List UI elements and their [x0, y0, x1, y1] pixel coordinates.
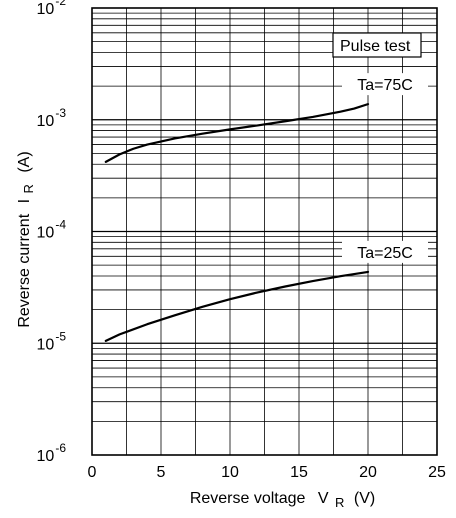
series-label-ta-75c: Ta=75C	[357, 77, 413, 94]
y-tick-base: 10	[37, 1, 55, 18]
y-tick-exponent: -2	[55, 0, 66, 8]
annotation-text: Pulse test	[340, 38, 411, 55]
series-line-ta-75c	[104, 103, 370, 163]
pulse-test-annotation: Pulse test	[332, 32, 422, 58]
x-axis-label-text: Reverse voltage	[190, 490, 306, 507]
y-tick-exponent: -3	[55, 106, 66, 120]
y-tick-base: 10	[37, 113, 55, 130]
y-tick-label: 10-6	[37, 441, 67, 465]
y-axis-subscript: R	[21, 184, 36, 193]
y-tick-base: 10	[37, 336, 55, 353]
x-tick-label: 25	[428, 464, 446, 481]
y-axis-label-text: Reverse current	[16, 213, 33, 327]
y-tick-exponent: -4	[55, 218, 66, 232]
series-line-ta-25c	[104, 270, 370, 342]
x-tick-label: 5	[157, 464, 166, 481]
y-tick-label: 10-3	[37, 106, 67, 130]
y-tick-label: 10-4	[37, 218, 67, 242]
x-axis-symbol: V	[318, 490, 329, 507]
y-axis-symbol: I	[16, 199, 33, 203]
series-label-ta-25c: Ta=25C	[357, 245, 413, 262]
x-axis-subscript: R	[335, 495, 344, 510]
series-layer	[104, 103, 370, 342]
series-label-bg-ta-75c	[342, 73, 428, 96]
series-labels: Ta=75C Ta=25C	[342, 73, 428, 263]
y-tick-exponent: -5	[55, 329, 66, 343]
x-axis-unit: (V)	[354, 490, 375, 507]
y-tick-label: 10-5	[37, 329, 67, 353]
x-tick-label: 20	[359, 464, 377, 481]
x-tick-label: 0	[88, 464, 97, 481]
y-tick-labels: 10-610-510-410-310-2	[37, 0, 67, 465]
series-label-bg-ta-25c	[342, 240, 428, 263]
y-tick-exponent: -6	[55, 441, 66, 455]
y-axis-unit: (A)	[16, 151, 33, 172]
y-tick-base: 10	[37, 448, 55, 465]
x-axis-label: Reverse voltage V R (V)	[190, 490, 375, 511]
x-tick-label: 15	[290, 464, 308, 481]
y-tick-label: 10-2	[37, 0, 67, 18]
plot-frame	[91, 7, 438, 456]
x-tick-label: 10	[221, 464, 239, 481]
y-axis-label: Reverse current I R (A)	[16, 151, 37, 327]
x-tick-labels: 0 5 10 15 20 25	[88, 464, 446, 481]
annotation-box	[332, 32, 422, 58]
y-tick-base: 10	[37, 225, 55, 242]
